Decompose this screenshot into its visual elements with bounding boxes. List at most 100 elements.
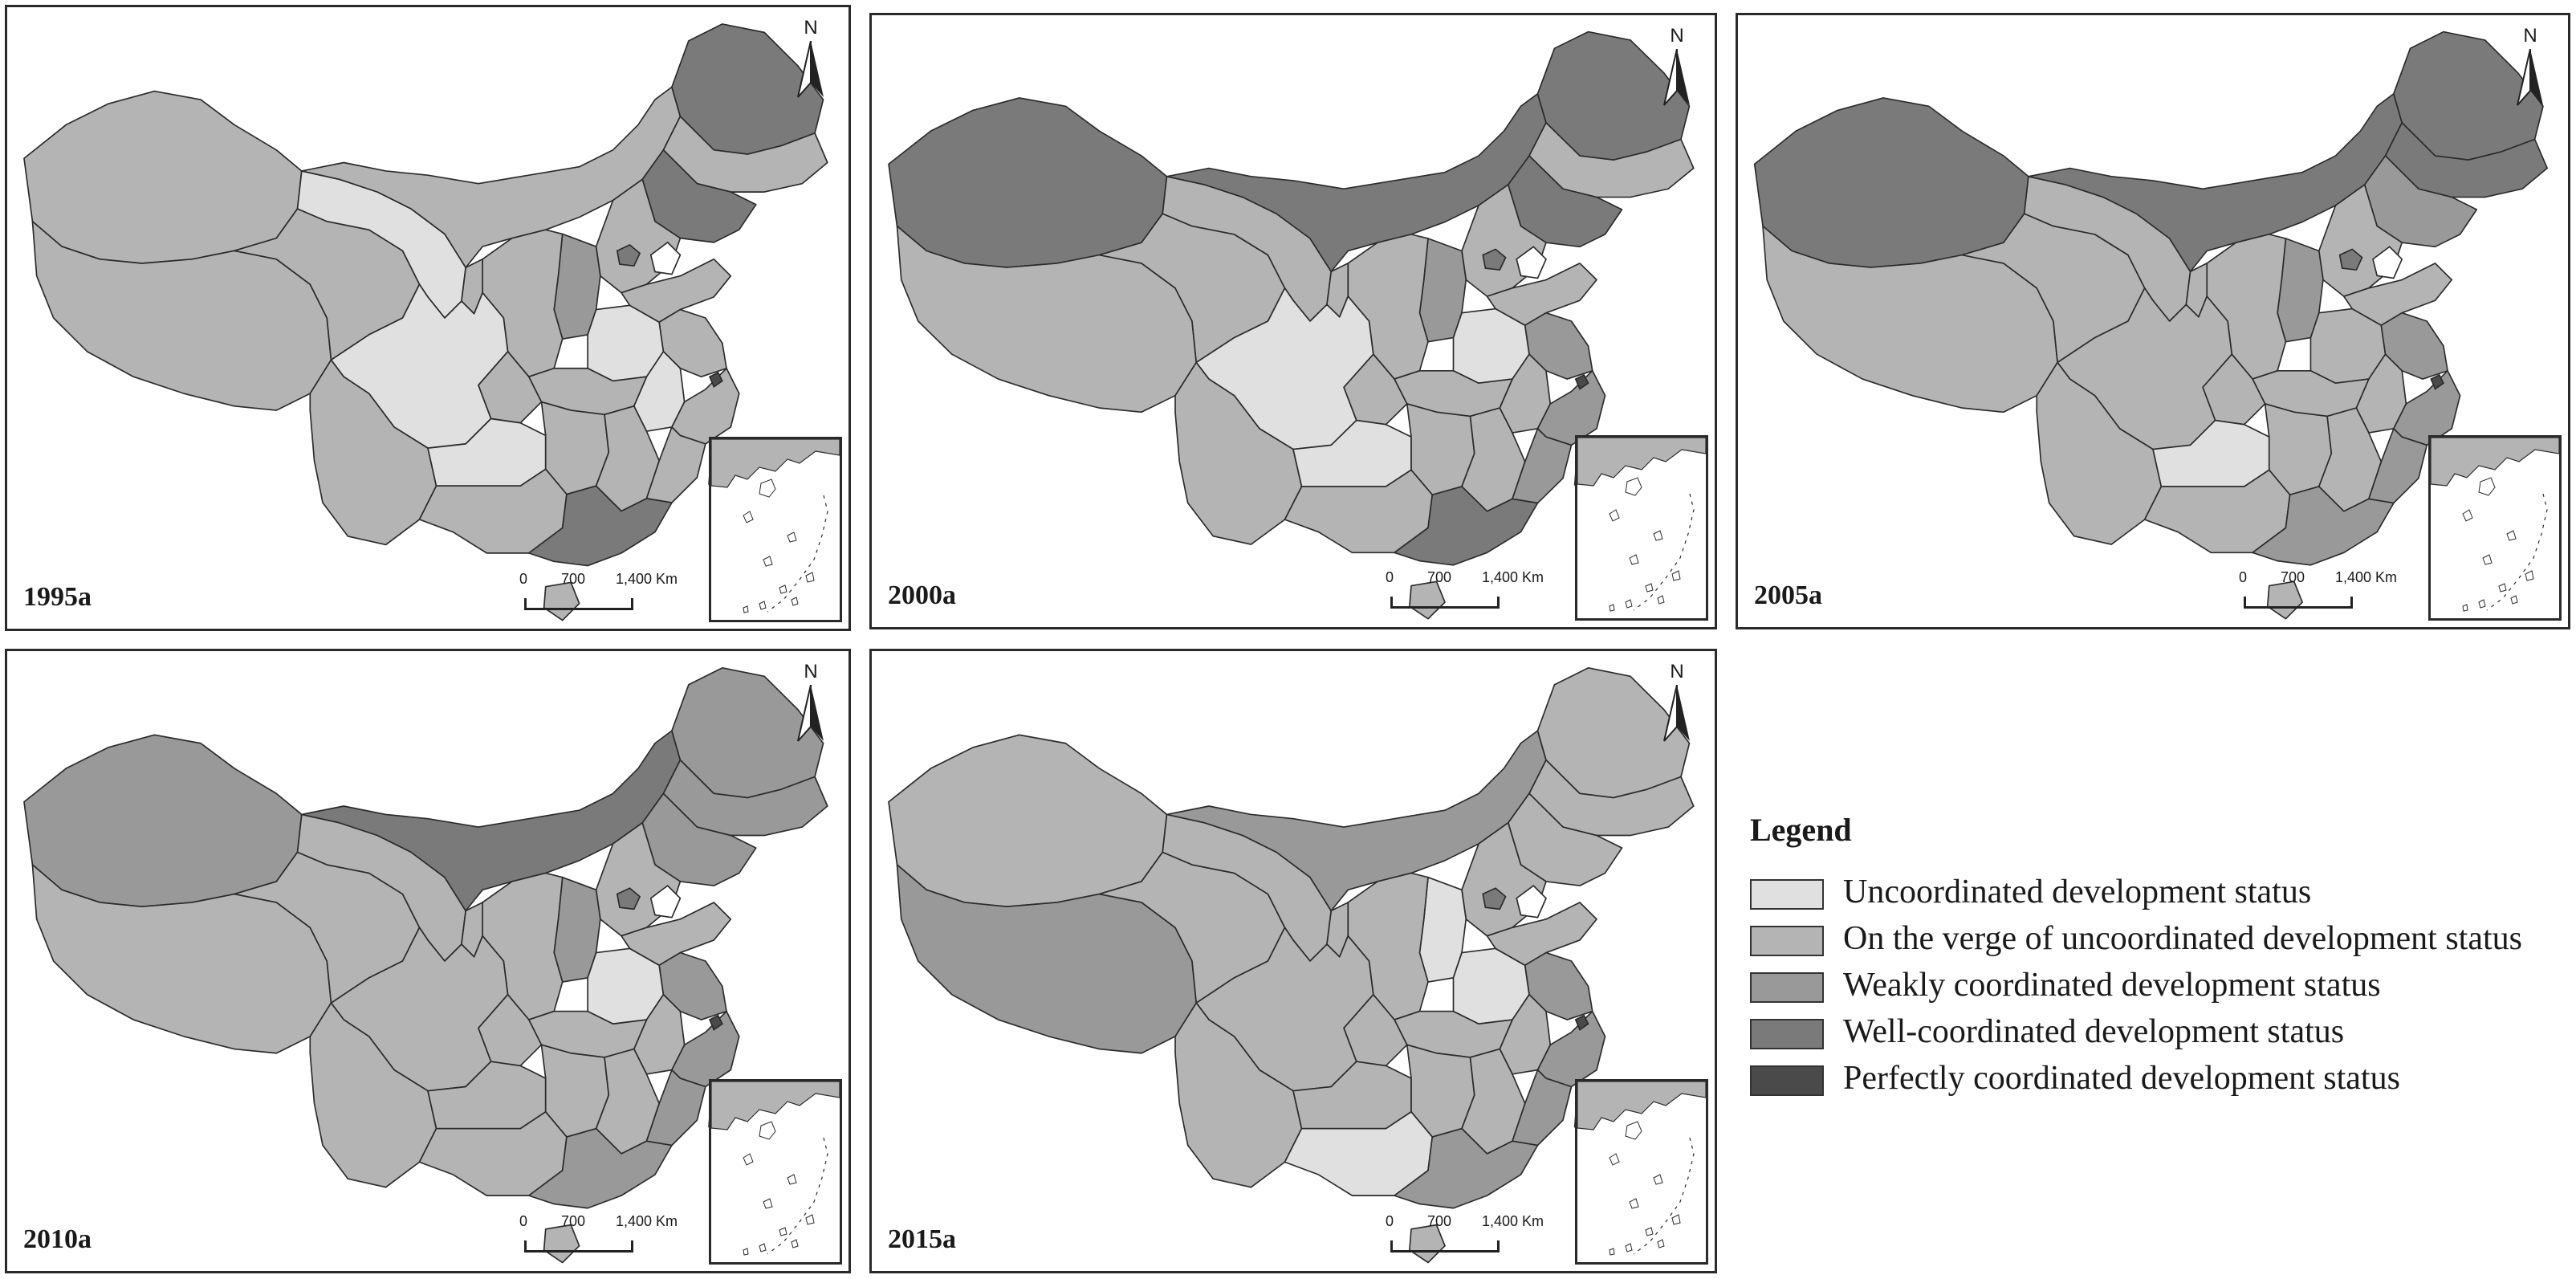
province-hainan bbox=[2266, 580, 2303, 620]
province-xinjiang bbox=[888, 97, 1168, 268]
china-map bbox=[888, 667, 1695, 1264]
map-detail-1 bbox=[1516, 885, 1547, 919]
legend-item-well: Well-coordinated development status bbox=[1750, 1014, 2561, 1049]
scale-bar-line bbox=[524, 598, 633, 610]
map-detail-2 bbox=[709, 371, 723, 389]
north-arrow-icon: N bbox=[1657, 661, 1697, 749]
scale-tick-1400: 1,400 Km bbox=[1482, 1213, 1544, 1229]
province-yunnan bbox=[1174, 361, 1303, 545]
scale-tick-700: 700 bbox=[1427, 1213, 1452, 1229]
legend-swatch bbox=[1750, 879, 1824, 910]
scale-bar-line bbox=[1390, 1240, 1500, 1253]
scale-tick-0: 0 bbox=[1386, 569, 1394, 585]
province-xinjiang bbox=[23, 734, 303, 908]
scale-tick-1400: 1,400 Km bbox=[616, 1213, 678, 1229]
province-hainan bbox=[543, 581, 580, 621]
province-xinjiang bbox=[888, 734, 1168, 908]
map-detail-0 bbox=[1482, 248, 1507, 271]
legend-label: Well-coordinated development status bbox=[1843, 1013, 2345, 1050]
china-map bbox=[23, 667, 828, 1264]
north-label: N bbox=[2523, 25, 2537, 47]
province-yunnan bbox=[309, 1002, 437, 1188]
year-label: 1995a bbox=[23, 582, 92, 612]
legend-item-perfectly: Perfectly coordinated development status bbox=[1750, 1061, 2561, 1096]
china-map bbox=[23, 23, 828, 621]
scale-tick-0: 0 bbox=[519, 571, 528, 587]
scale-bar: 0 700 1,400 Km bbox=[2239, 569, 2399, 617]
map-detail-1 bbox=[649, 241, 682, 275]
scale-tick-0: 0 bbox=[519, 1213, 528, 1229]
province-guangdong bbox=[2252, 486, 2395, 566]
scale-tick-1400: 1,400 Km bbox=[616, 571, 678, 587]
legend-label: On the verge of uncoordinated developmen… bbox=[1843, 920, 2522, 957]
scale-bar-ticks: 0 700 1,400 Km bbox=[1386, 569, 1546, 590]
legend-label: Uncoordinated development status bbox=[1843, 874, 2312, 910]
scale-bar-ticks: 0 700 1,400 Km bbox=[519, 571, 680, 592]
scale-bar-line bbox=[2244, 597, 2353, 609]
scale-bar-line bbox=[1390, 597, 1500, 609]
map-detail-2 bbox=[1574, 373, 1589, 390]
year-label: 2000a bbox=[888, 580, 956, 610]
north-arrow-icon: N bbox=[791, 17, 831, 105]
legend-label: Weakly coordinated development status bbox=[1843, 967, 2381, 1004]
scale-tick-0: 0 bbox=[1386, 1213, 1394, 1229]
south-china-sea-inset bbox=[1575, 1079, 1708, 1265]
scale-tick-700: 700 bbox=[1427, 569, 1452, 585]
map-panel-2000: N 2000a 0 700 1,400 Km bbox=[869, 13, 1717, 629]
north-label: N bbox=[804, 17, 818, 39]
scale-bar-line bbox=[524, 1240, 633, 1253]
province-guangdong bbox=[527, 485, 673, 567]
legend-item-uncoordinated: Uncoordinated development status bbox=[1750, 874, 2561, 910]
map-detail-0 bbox=[2338, 248, 2363, 271]
province-guangdong bbox=[1394, 1127, 1539, 1209]
province-xinjiang bbox=[23, 90, 303, 264]
legend-label: Perfectly coordinated development status bbox=[1843, 1060, 2400, 1097]
legend-swatch bbox=[1750, 1065, 1824, 1096]
map-detail-1 bbox=[1516, 246, 1547, 279]
map-detail-0 bbox=[1482, 887, 1507, 910]
map-detail-2 bbox=[2430, 373, 2444, 390]
legend: Legend Uncoordinated development status O… bbox=[1750, 811, 2561, 1107]
scale-tick-1400: 1,400 Km bbox=[2335, 569, 2398, 585]
china-map bbox=[888, 31, 1695, 620]
province-shandong bbox=[621, 902, 732, 967]
south-china-sea-inset bbox=[709, 437, 842, 622]
north-arrow-icon: N bbox=[1657, 25, 1697, 113]
north-label: N bbox=[1670, 661, 1684, 682]
province-hainan bbox=[1409, 580, 1446, 620]
province-xinjiang bbox=[1753, 97, 2029, 268]
scale-tick-0: 0 bbox=[2239, 569, 2248, 585]
province-shandong bbox=[621, 258, 732, 324]
scale-bar: 0 700 1,400 Km bbox=[519, 1213, 680, 1261]
legend-swatch bbox=[1750, 972, 1824, 1003]
scale-tick-1400: 1,400 Km bbox=[1482, 569, 1544, 585]
scale-tick-700: 700 bbox=[2281, 569, 2305, 585]
province-hainan bbox=[1409, 1224, 1446, 1264]
legend-item-verge: On the verge of uncoordinated developmen… bbox=[1750, 921, 2561, 956]
scale-tick-700: 700 bbox=[561, 1213, 586, 1229]
scale-bar-ticks: 0 700 1,400 Km bbox=[1386, 1213, 1546, 1234]
year-label: 2015a bbox=[888, 1224, 956, 1254]
province-guangdong bbox=[527, 1127, 673, 1209]
north-label: N bbox=[1670, 25, 1684, 47]
map-detail-2 bbox=[709, 1014, 723, 1031]
map-detail-1 bbox=[649, 885, 682, 919]
scale-tick-700: 700 bbox=[561, 571, 586, 587]
north-arrow-icon: N bbox=[791, 661, 831, 749]
map-panel-2015: N 2015a 0 700 1,400 Km bbox=[869, 649, 1717, 1273]
north-arrow-icon: N bbox=[2510, 25, 2550, 113]
year-label: 2010a bbox=[23, 1224, 92, 1254]
map-detail-0 bbox=[616, 887, 641, 910]
south-china-sea-inset bbox=[709, 1079, 842, 1265]
province-guangdong bbox=[1394, 486, 1539, 566]
year-label: 2005a bbox=[1754, 580, 1822, 610]
legend-swatch bbox=[1750, 926, 1824, 956]
scale-bar: 0 700 1,400 Km bbox=[519, 571, 680, 619]
scale-bar: 0 700 1,400 Km bbox=[1386, 1213, 1546, 1261]
china-map bbox=[1753, 31, 2548, 620]
legend-title: Legend bbox=[1750, 812, 1852, 848]
province-yunnan bbox=[309, 359, 437, 546]
province-shandong bbox=[2342, 263, 2453, 326]
map-detail-2 bbox=[1574, 1014, 1589, 1031]
province-hainan bbox=[543, 1224, 580, 1264]
